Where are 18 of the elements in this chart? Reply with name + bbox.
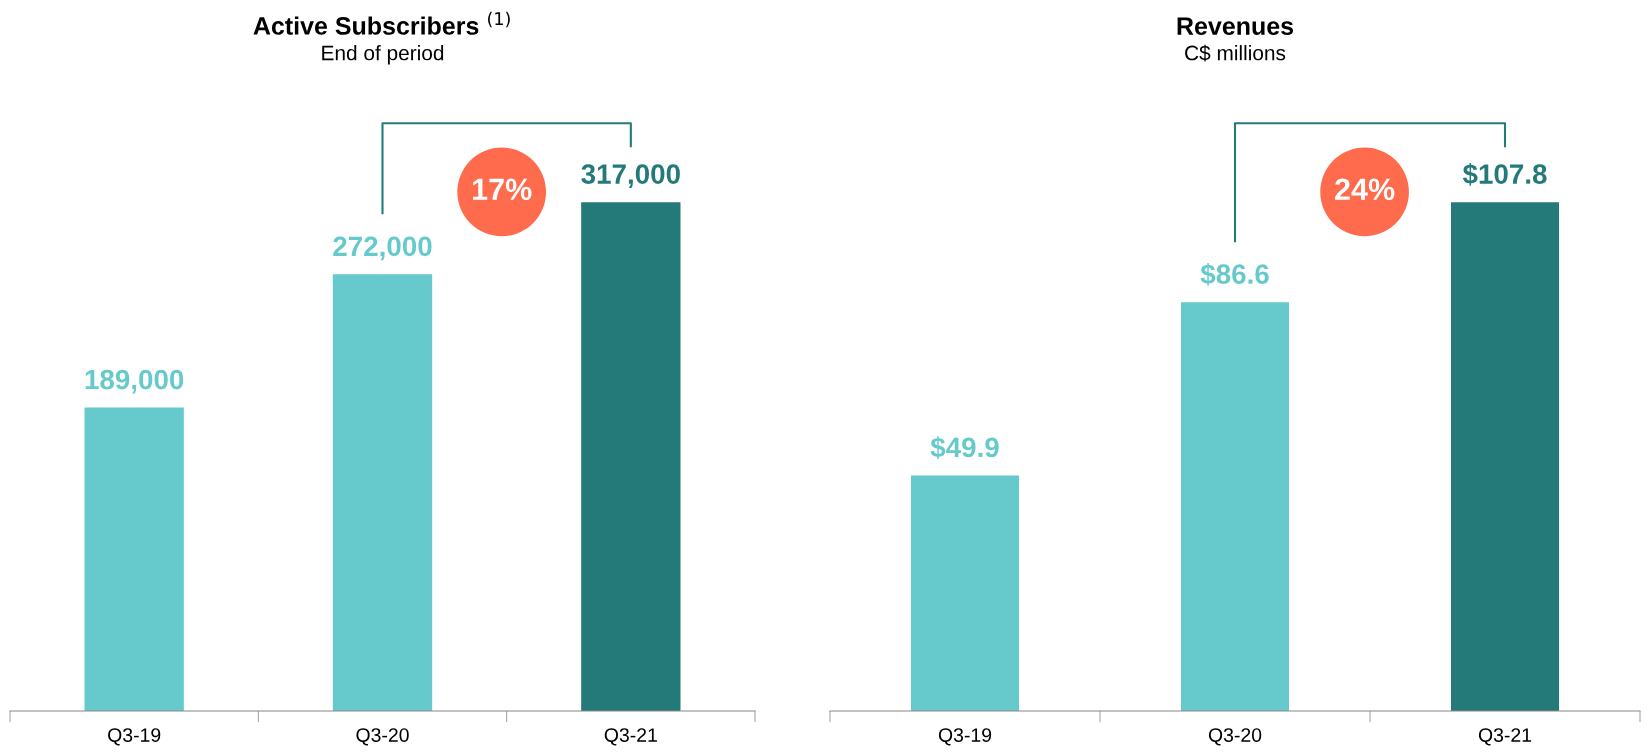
x-tick-label: Q3-19 <box>108 728 161 746</box>
data-label: $86.6 <box>1200 263 1269 286</box>
chart-subtitle: C$ millions <box>1185 44 1286 62</box>
data-label: $49.9 <box>930 436 999 460</box>
x-tick-label: Q3-19 <box>938 728 992 746</box>
x-tick-label: Q3-21 <box>1478 728 1532 746</box>
data-label: 317,000 <box>581 164 680 188</box>
data-label: 189,000 <box>85 369 184 394</box>
x-tick-label: Q3-20 <box>356 728 409 746</box>
data-label: $107.8 <box>1462 163 1547 186</box>
chart-subtitle: End of period <box>322 45 444 65</box>
text: 24% <box>1335 178 1395 201</box>
x-tick-label: Q3-20 <box>1208 728 1262 746</box>
data-label: 272,000 <box>333 236 432 261</box>
chart-title: Revenues <box>1177 17 1294 35</box>
text: 17% <box>473 178 532 201</box>
x-tick-label: Q3-21 <box>604 728 657 746</box>
chart-title: Active Subscribers $^{(1)}$ <box>253 11 510 35</box>
